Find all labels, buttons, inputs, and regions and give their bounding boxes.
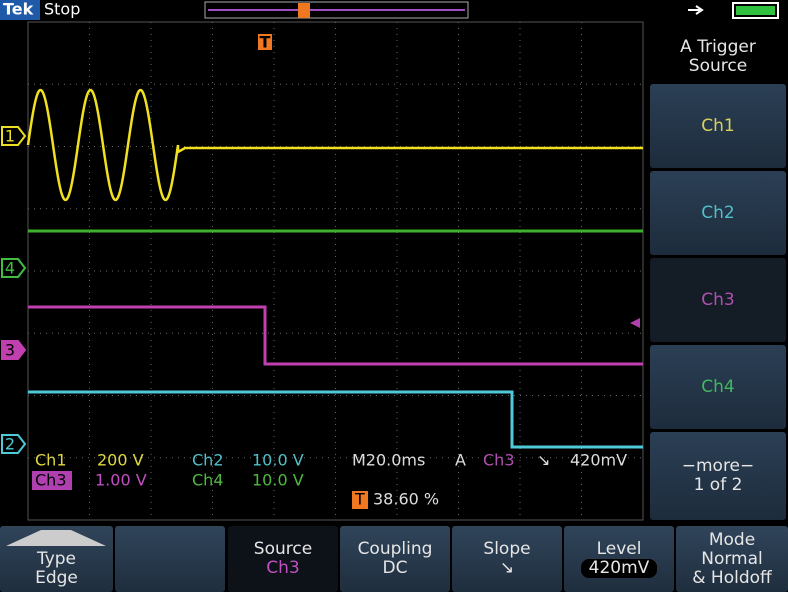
trigger-marker: T [260, 33, 271, 52]
readout: 1.00 V [95, 471, 147, 490]
menu-text: Ch3 [701, 289, 735, 310]
menu-text: 1 of 2 [693, 475, 743, 495]
record-trigger [298, 3, 310, 18]
side-menu-button[interactable]: Ch1 [650, 84, 786, 168]
readout: Ch1 [35, 451, 67, 470]
menu-text: Ch1 [701, 115, 735, 136]
readout: Ch3 [35, 471, 67, 490]
channel-marker [1, 258, 27, 278]
menu-text: Level [596, 539, 642, 559]
channel-marker-label: 4 [5, 259, 15, 278]
readout: A [455, 451, 466, 470]
menu-text: DC [382, 558, 408, 578]
bottom-menu-button[interactable]: Source Ch3 [228, 526, 338, 592]
menu-text: Normal [701, 548, 763, 569]
brand: Tek [3, 0, 34, 19]
channel-marker-label: 2 [5, 435, 15, 454]
bottom-menu-button[interactable]: Slope ↘ [452, 526, 562, 592]
trigger-marker-box [258, 34, 272, 50]
bottom-menu-button[interactable]: Level 420mV [564, 526, 674, 592]
bottom-menu-button[interactable]: Mode Normal & Holdoff [676, 526, 788, 592]
menu-text: Slope [483, 539, 531, 559]
channel-marker-label: 3 [5, 341, 15, 360]
menu-text: A Trigger [680, 37, 756, 57]
run-state: Stop [44, 0, 80, 19]
side-menu-button[interactable]: Ch4 [650, 345, 786, 429]
readout: 200 V [97, 451, 144, 470]
menu-text: 420mV [580, 559, 658, 578]
readout: M20.0ms [352, 451, 425, 470]
battery [732, 2, 779, 19]
record-view [204, 1, 469, 19]
menu-text: Ch2 [701, 202, 735, 223]
menu-text: Ch3 [266, 558, 300, 578]
side-menu-title: A Trigger Source [650, 30, 786, 84]
menu-text: Type [36, 549, 77, 569]
side-menu-button[interactable]: Ch3 [650, 258, 786, 342]
ch3-label-box [32, 471, 72, 490]
brand-box [0, 0, 40, 20]
level-marker [630, 318, 640, 328]
readout: Ch4 [192, 471, 224, 490]
status-icons [688, 2, 779, 19]
power-icon [688, 5, 704, 15]
readout: 420mV [570, 451, 627, 470]
readout: T [354, 490, 365, 509]
menu-text: Mode [708, 529, 756, 550]
menu-text: Source [688, 56, 748, 76]
trigger-pos-box [352, 491, 368, 509]
readout: Ch3 [483, 451, 515, 470]
menu-text: −more− [681, 456, 755, 476]
side-menu-button[interactable]: Ch2 [650, 171, 786, 255]
display: Tek Stop T 1 4 3 2 Ch1 200 V Ch2 10.0 V M20.0ms… [0, 0, 644, 521]
readout: 10.0 V [252, 451, 304, 470]
readout: 10.0 V [252, 471, 304, 490]
menu-text: ↘ [499, 558, 515, 578]
channel-marker-label: 1 [5, 127, 15, 146]
bottom-menu-button[interactable]: Coupling DC [340, 526, 450, 592]
channel-marker [1, 434, 27, 454]
readout: Ch2 [192, 451, 224, 470]
trace-ch1 [26, 88, 643, 202]
readout: 38.60 % [373, 490, 439, 509]
channel-marker [1, 340, 27, 360]
menu-text: Ch4 [701, 376, 735, 397]
trace-ch2 [28, 390, 643, 449]
readout: ↘ [537, 451, 550, 470]
menu-text: Source [253, 539, 313, 559]
battery-level [736, 6, 775, 15]
menu-text: Coupling [357, 539, 433, 559]
side-menu-button[interactable]: −more− 1 of 2 [650, 432, 786, 520]
bottom-blank [115, 526, 225, 592]
menu-arrow [6, 530, 106, 546]
trace-ch3 [28, 305, 643, 366]
menu-text: Edge [35, 568, 78, 588]
menu-text: & Holdoff [692, 567, 772, 588]
channel-marker [1, 126, 27, 146]
bottom-menu-button[interactable]: Type Edge [0, 526, 113, 592]
